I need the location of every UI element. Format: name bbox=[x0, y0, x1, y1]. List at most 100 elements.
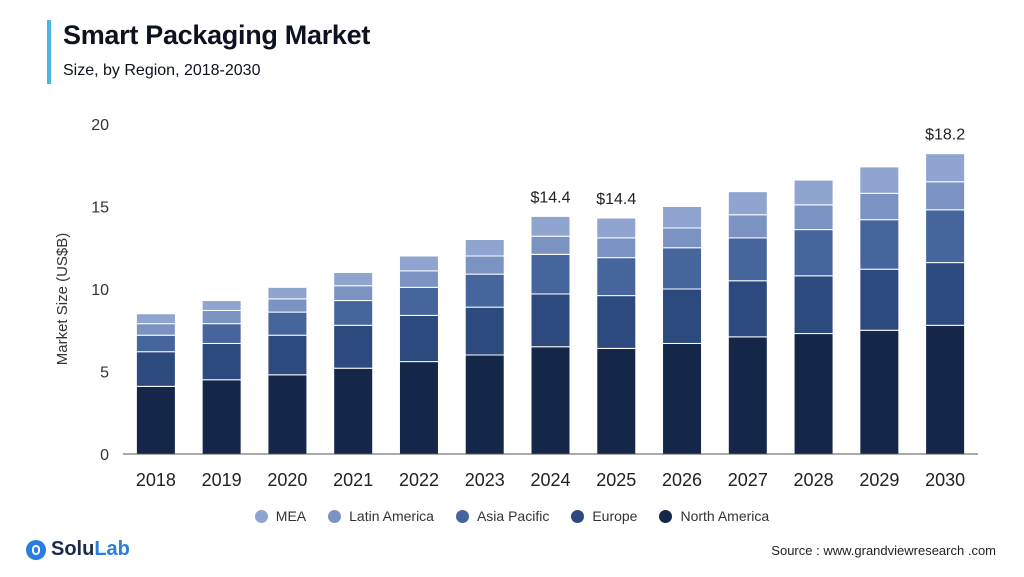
x-tick-label: 2022 bbox=[399, 470, 439, 490]
x-tick-label: 2019 bbox=[202, 470, 242, 490]
legend-swatch bbox=[254, 509, 268, 523]
x-tick-label: 2020 bbox=[267, 470, 307, 490]
bar-segment bbox=[596, 237, 637, 259]
bar-segment bbox=[135, 351, 176, 387]
bar-segment bbox=[727, 214, 768, 239]
bar-segment bbox=[135, 313, 176, 325]
bar-segment bbox=[135, 323, 176, 336]
bar-segment bbox=[530, 215, 571, 237]
legend-item: Latin America bbox=[328, 508, 434, 524]
total-value-label: $14.4 bbox=[596, 191, 636, 208]
bar-segment bbox=[267, 374, 308, 455]
bar-segment bbox=[333, 300, 374, 326]
bar-segment bbox=[662, 288, 703, 344]
bar-segment bbox=[201, 300, 242, 311]
solulab-logo-text: SoluLab bbox=[51, 538, 130, 561]
legend-item: MEA bbox=[254, 508, 307, 524]
y-tick-label: 20 bbox=[91, 117, 109, 134]
bar-segment bbox=[333, 324, 374, 369]
bar-segment bbox=[464, 273, 505, 308]
legend-swatch bbox=[659, 509, 673, 523]
legend-item: North America bbox=[659, 508, 769, 524]
bar-segment bbox=[596, 257, 637, 297]
solulab-logo-icon bbox=[26, 539, 46, 560]
legend-swatch bbox=[328, 509, 342, 523]
bar-segment bbox=[727, 191, 768, 216]
logo-text-solu: Solu bbox=[51, 538, 95, 560]
y-tick-label: 15 bbox=[91, 200, 109, 217]
x-tick-label: 2018 bbox=[136, 470, 176, 490]
x-tick-label: 2025 bbox=[596, 470, 636, 490]
bar-segment bbox=[398, 270, 439, 288]
bar-segment bbox=[530, 235, 571, 255]
x-tick-label: 2024 bbox=[530, 470, 570, 490]
bar-segment bbox=[464, 354, 505, 455]
legend-item: Asia Pacific bbox=[455, 508, 550, 524]
bar-segment bbox=[925, 153, 966, 183]
legend-label: Europe bbox=[592, 508, 638, 524]
total-value-label: $18.2 bbox=[925, 127, 965, 144]
bar-segment bbox=[793, 275, 834, 335]
bar-segment bbox=[135, 334, 176, 353]
bar-segment bbox=[662, 227, 703, 249]
bar-segment bbox=[398, 286, 439, 316]
bar-segment bbox=[662, 206, 703, 229]
bar-segment bbox=[793, 229, 834, 277]
bar-segment bbox=[333, 285, 374, 302]
legend-label: Asia Pacific bbox=[476, 508, 550, 524]
title-accent-bar bbox=[47, 20, 51, 84]
bar-segment bbox=[530, 293, 571, 348]
bar-segment bbox=[596, 217, 637, 239]
logo-text-lab: Lab bbox=[94, 538, 130, 560]
legend-label: North America bbox=[680, 508, 770, 524]
bar-segment bbox=[267, 334, 308, 376]
x-tick-label: 2026 bbox=[662, 470, 702, 490]
bar-segment bbox=[398, 255, 439, 272]
bar-segment bbox=[662, 247, 703, 290]
x-tick-label: 2023 bbox=[465, 470, 505, 490]
bar-segment bbox=[596, 347, 637, 455]
x-tick-label: 2029 bbox=[859, 470, 899, 490]
bar-segment bbox=[464, 306, 505, 356]
bar-segment bbox=[859, 192, 900, 221]
x-tick-label: 2027 bbox=[728, 470, 768, 490]
chart-legend: MEA Latin America Asia Pacific Europe North … bbox=[0, 508, 1024, 524]
bar-segment bbox=[859, 329, 900, 455]
bar-segment bbox=[727, 237, 768, 282]
legend-swatch bbox=[455, 509, 469, 523]
y-tick-label: 10 bbox=[91, 282, 109, 299]
bar-segment bbox=[530, 253, 571, 295]
bar-segment bbox=[201, 323, 242, 344]
bar-segment bbox=[793, 179, 834, 206]
bar-segment bbox=[398, 314, 439, 363]
bar-segment bbox=[333, 367, 374, 455]
y-axis-label: Market Size (US$B) bbox=[54, 233, 71, 366]
y-tick-label: 0 bbox=[100, 447, 109, 464]
bar-segment bbox=[596, 295, 637, 349]
bar-segment bbox=[727, 336, 768, 455]
bar-segment bbox=[267, 311, 308, 336]
solulab-logo: SoluLab bbox=[26, 538, 130, 561]
bar-segment bbox=[662, 342, 703, 455]
bar-segment bbox=[333, 272, 374, 287]
legend-label: MEA bbox=[275, 508, 307, 524]
total-value-label: $14.4 bbox=[530, 189, 570, 206]
y-tick-label: 5 bbox=[100, 365, 109, 382]
bar-segment bbox=[793, 204, 834, 231]
bar-segment bbox=[859, 166, 900, 194]
x-tick-label: 2028 bbox=[794, 470, 834, 490]
bar-segment bbox=[201, 379, 242, 455]
x-tick-label: 2030 bbox=[925, 470, 965, 490]
bar-segment bbox=[201, 342, 242, 381]
bar-segment bbox=[925, 209, 966, 264]
bar-segment bbox=[464, 239, 505, 257]
bar-segment bbox=[135, 385, 176, 455]
legend-swatch bbox=[571, 509, 585, 523]
bar-segment bbox=[398, 361, 439, 455]
bar-segment bbox=[267, 298, 308, 313]
bar-segment bbox=[925, 181, 966, 211]
bar-segment bbox=[267, 286, 308, 300]
legend-item: Europe bbox=[571, 508, 637, 524]
legend-label: Latin America bbox=[349, 508, 434, 524]
